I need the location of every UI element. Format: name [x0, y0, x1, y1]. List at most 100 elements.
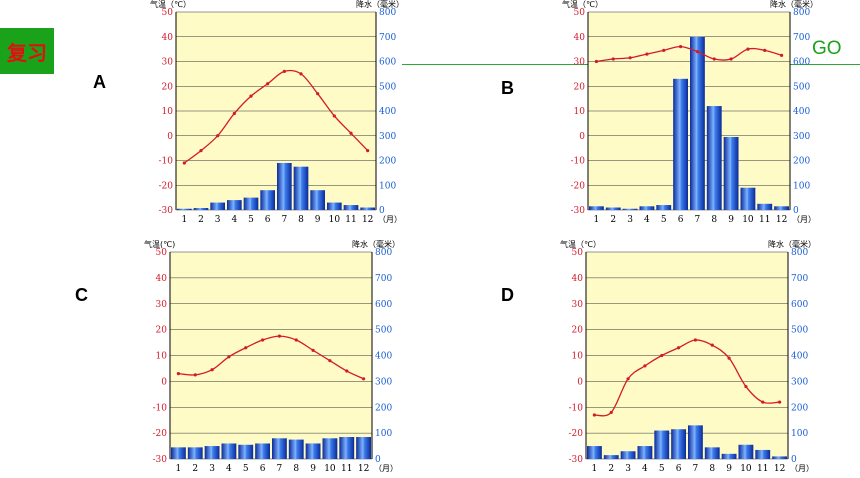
precipitation-bar	[171, 447, 186, 459]
month-axis-label: （月）	[790, 464, 814, 473]
precipitation-tick-label: 300	[375, 377, 392, 387]
month-tick-label: 3	[215, 215, 221, 225]
temperature-point	[626, 377, 630, 381]
month-tick-label: 4	[642, 464, 648, 474]
precipitation-bar	[327, 202, 342, 210]
month-tick-label: 9	[315, 215, 321, 225]
temperature-tick-label: 0	[167, 132, 173, 142]
month-tick-label: 8	[298, 215, 304, 225]
precipitation-bar	[671, 429, 686, 459]
precipitation-bar	[277, 162, 292, 210]
temperature-tick-label: 20	[162, 82, 174, 92]
month-tick-label: 3	[627, 215, 633, 225]
precipitation-tick-label: 300	[791, 377, 808, 387]
precipitation-bar	[293, 166, 309, 210]
temperature-tick-label: 0	[579, 132, 585, 142]
temperature-point	[592, 413, 597, 417]
precipitation-tick-label: 600	[375, 300, 392, 310]
precipitation-axis-label: 降水（毫米）	[356, 0, 404, 9]
precipitation-tick-label: 400	[791, 352, 808, 362]
precipitation-bar	[603, 455, 619, 459]
precipitation-bar	[272, 438, 287, 459]
temperature-point	[294, 338, 298, 342]
temperature-point	[777, 400, 782, 404]
temperature-tick-label: 30	[162, 58, 174, 68]
temperature-tick-label: -10	[153, 403, 168, 413]
precipitation-bar	[740, 187, 756, 210]
temperature-point	[210, 368, 214, 372]
precipitation-tick-label: 600	[791, 300, 808, 310]
precipitation-bar	[706, 106, 722, 210]
temperature-point	[345, 369, 349, 373]
month-tick-label: 12	[774, 464, 785, 474]
month-tick-label: 8	[293, 464, 299, 474]
precipitation-bar	[620, 451, 636, 459]
precipitation-tick-label: 700	[379, 33, 396, 43]
precipitation-tick-label: 700	[793, 33, 810, 43]
precipitation-bar	[757, 203, 773, 210]
month-tick-label: 9	[726, 464, 732, 474]
temperature-tick-label: 40	[162, 33, 174, 43]
temperature-tick-label: 40	[574, 33, 586, 43]
month-tick-label: 8	[709, 464, 715, 474]
month-tick-label: 5	[248, 215, 254, 225]
temperature-point	[332, 114, 336, 118]
month-tick-label: 7	[281, 215, 287, 225]
precipitation-tick-label: 0	[379, 206, 385, 216]
chart-letter-d: D	[501, 285, 514, 305]
month-tick-label: 1	[594, 215, 600, 225]
temperature-point	[227, 355, 231, 359]
temperature-tick-label: 50	[574, 8, 586, 18]
chart-letter-c: C	[75, 285, 88, 305]
month-tick-label: 5	[659, 464, 665, 474]
month-tick-label: 11	[345, 215, 356, 225]
temperature-tick-label: 20	[572, 326, 584, 336]
month-tick-label: 5	[243, 464, 249, 474]
temperature-point	[676, 346, 681, 350]
chart-letter-b: B	[501, 78, 514, 98]
month-tick-label: 7	[277, 464, 283, 474]
temperature-point	[216, 134, 220, 138]
temperature-point	[316, 92, 320, 96]
climate-chart-b: 50403020100-10-20-3080070060050040030020…	[562, 0, 818, 225]
precipitation-bar	[221, 443, 237, 459]
precipitation-tick-label: 200	[791, 403, 808, 413]
precipitation-bar	[738, 444, 754, 459]
temperature-tick-label: 20	[156, 326, 168, 336]
precipitation-tick-label: 100	[375, 429, 392, 439]
temperature-point	[594, 59, 599, 64]
go-link[interactable]: GO	[812, 38, 842, 59]
precipitation-bar	[310, 190, 325, 210]
temperature-point	[311, 348, 315, 352]
month-tick-label: 9	[728, 215, 734, 225]
month-axis-label: （月）	[792, 215, 816, 224]
temperature-point	[260, 338, 265, 342]
precipitation-tick-label: 500	[379, 82, 396, 92]
precipitation-bar	[723, 136, 739, 210]
month-tick-label: 10	[742, 215, 754, 225]
precipitation-bar	[288, 439, 304, 459]
temperature-point	[712, 57, 716, 61]
temperature-tick-label: 40	[156, 274, 168, 284]
temperature-point	[328, 359, 332, 363]
precipitation-tick-label: 0	[793, 206, 799, 216]
temperature-point	[244, 346, 248, 350]
temperature-tick-label: -20	[571, 181, 586, 191]
temperature-point	[744, 384, 748, 389]
precipitation-tick-label: 100	[791, 429, 808, 439]
temperature-tick-label: -30	[153, 455, 168, 465]
temperature-point	[763, 48, 767, 52]
temperature-tick-label: -20	[569, 429, 584, 439]
precipitation-bar	[243, 197, 259, 210]
precipitation-bar	[688, 425, 703, 459]
review-button[interactable]: 复习	[0, 28, 54, 74]
precipitation-bar	[673, 78, 688, 210]
temperature-point	[645, 52, 649, 56]
precipitation-bar	[305, 443, 321, 459]
precipitation-bar	[654, 430, 670, 459]
month-tick-label: 12	[358, 464, 369, 474]
month-tick-label: 4	[226, 464, 232, 474]
precipitation-tick-label: 500	[793, 82, 810, 92]
precipitation-bar	[322, 438, 338, 459]
precipitation-bar	[721, 453, 737, 459]
